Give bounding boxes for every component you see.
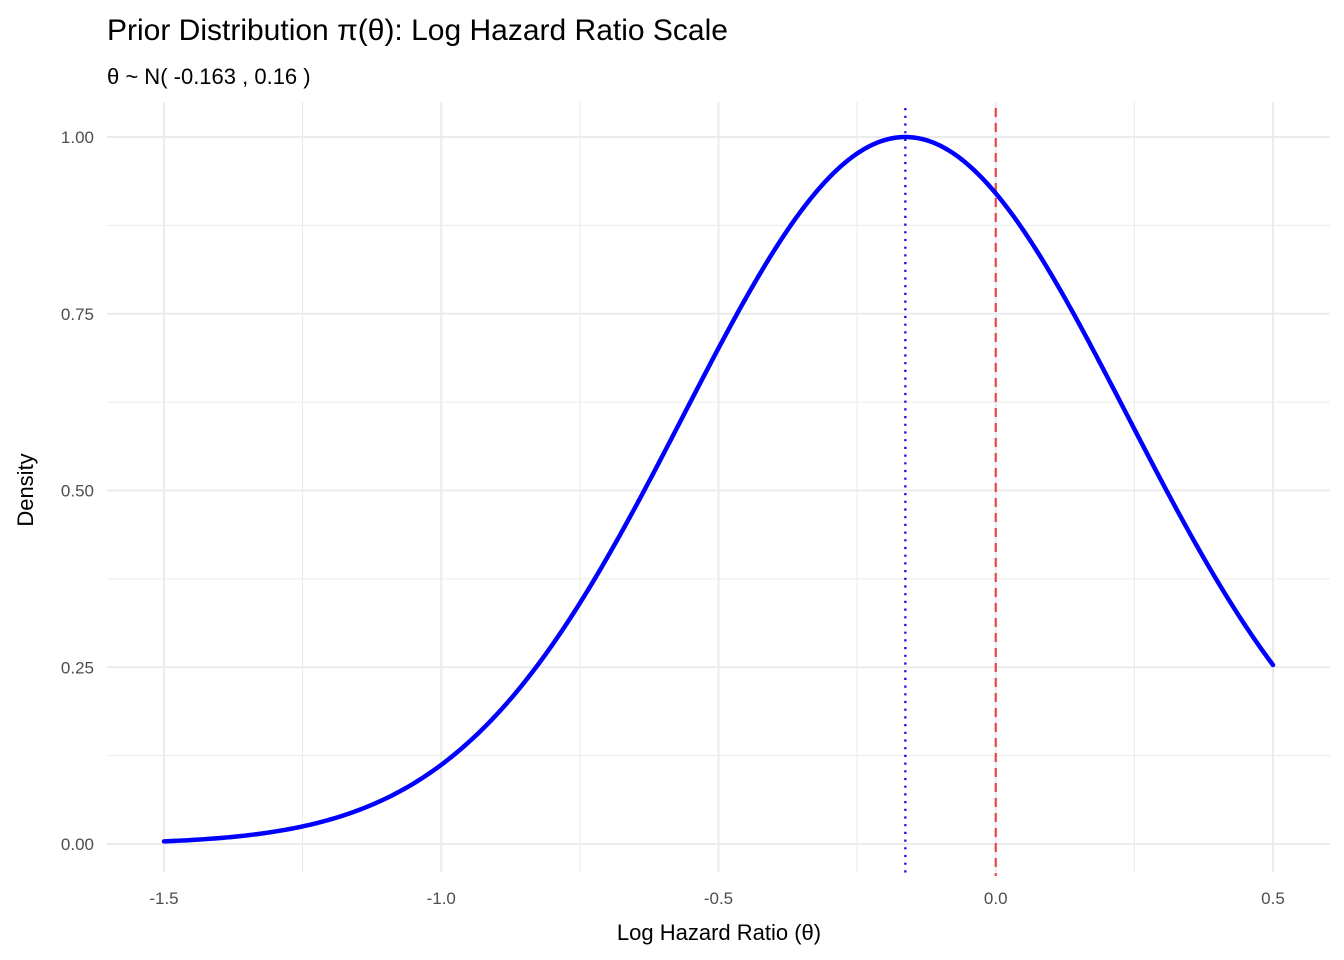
x-axis-title: Log Hazard Ratio (θ) [617,920,821,945]
y-tick-label: 0.75 [61,305,94,324]
y-axis-title: Density [13,453,38,526]
axes: -1.5 -1.0 -0.5 0.0 0.5 0.00 0.25 0.50 0.75 1.00 [61,128,1285,908]
x-tick-label: 0.5 [1261,889,1285,908]
density-curve [161,134,1276,844]
series-layer [161,134,1276,844]
y-tick-label: 1.00 [61,128,94,147]
x-tick-label: -1.5 [149,889,178,908]
y-tick-label: 0.50 [61,482,94,501]
y-tick-label: 0.25 [61,658,94,677]
chart-subtitle: θ ~ N( -0.163 , 0.16 ) [107,64,311,89]
grid [107,102,1330,872]
x-tick-label: -1.0 [427,889,456,908]
x-tick-label: 0.0 [984,889,1008,908]
x-tick-label: -0.5 [704,889,733,908]
reference-lines [904,108,997,876]
chart-title: Prior Distribution π(θ): Log Hazard Rati… [107,14,728,47]
y-tick-label: 0.00 [61,835,94,854]
